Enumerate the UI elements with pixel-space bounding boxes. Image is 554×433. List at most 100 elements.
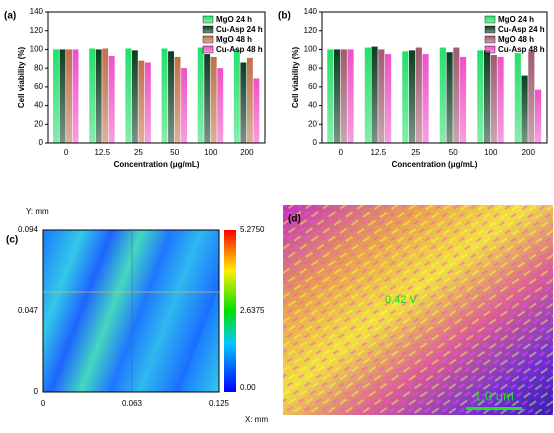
bar: [385, 54, 392, 143]
legend-swatch: [202, 45, 214, 54]
plot-frame: [47, 11, 266, 144]
x-tick-label: 0: [64, 148, 69, 157]
bar: [327, 49, 334, 143]
bar: [217, 68, 224, 143]
y-tick-label: 0: [313, 138, 318, 147]
y-axis-label: Cell viability (%): [17, 46, 26, 108]
bar: [378, 49, 385, 143]
legend-swatch: [484, 15, 496, 24]
bar: [364, 47, 371, 143]
legend-label: Cu-Asp 48 h: [216, 45, 263, 54]
bar: [460, 56, 467, 143]
legend-swatch: [484, 25, 496, 34]
y-tick-label: 60: [34, 82, 43, 91]
y-tick-label: 0.094: [18, 225, 39, 234]
bar: [174, 56, 181, 143]
x-axis-label: Concentration (μg/mL): [114, 160, 200, 169]
bar: [161, 48, 168, 143]
plot-frame: [321, 11, 548, 144]
scale-bar: [466, 407, 522, 410]
bar: [477, 50, 484, 143]
bar: [53, 49, 59, 143]
legend-swatch: [202, 35, 214, 44]
legend-swatch: [202, 15, 214, 24]
bar: [340, 49, 347, 143]
bar: [181, 68, 188, 143]
bar: [535, 89, 542, 143]
y-tick-label: 100: [30, 45, 44, 54]
bar: [197, 47, 204, 143]
x-tick-label: 100: [484, 148, 498, 157]
x-tick-label: 12.5: [370, 148, 386, 157]
micrograph-texture: [283, 205, 553, 415]
colorbar: [224, 230, 236, 392]
panel-label: (d): [288, 214, 301, 225]
image-panel: (d) 0.42 V 1.0 um: [283, 205, 553, 415]
bar: [131, 50, 138, 143]
legend-label: MgO 48 h: [216, 35, 252, 44]
bar: [514, 53, 521, 143]
x-tick-label: 200: [522, 148, 536, 157]
bar: [484, 50, 491, 143]
x-tick-label: 50: [449, 148, 458, 157]
bar: [72, 49, 79, 143]
colorbar-label: 0.00: [240, 383, 256, 392]
panel-label: (c): [6, 235, 18, 246]
annotation: 0.42 V: [385, 294, 417, 306]
y-tick-label: 80: [34, 63, 43, 72]
x-tick-label: 0.063: [122, 399, 143, 408]
y-tick-label: 40: [308, 101, 317, 110]
y-tick-label: 120: [304, 26, 318, 35]
bar: [347, 49, 354, 143]
bar: [253, 78, 260, 143]
bar: [246, 57, 253, 143]
bar: [125, 48, 132, 143]
bar: [168, 51, 174, 143]
legend-label: Cu-Asp 48 h: [498, 45, 545, 54]
colorbar-label: 5.2750: [240, 225, 265, 234]
y-tick-label: 140: [304, 7, 318, 16]
y-label: Y: mm: [26, 207, 49, 216]
bar: [409, 50, 416, 143]
x-tick-label: 25: [411, 148, 420, 157]
map-image: [42, 229, 220, 393]
legend-label: Cu-Asp 24 h: [498, 25, 545, 34]
x-label: X: mm: [245, 415, 268, 424]
bar: [204, 54, 211, 143]
x-tick-label: 100: [204, 148, 218, 157]
x-tick-label: 200: [240, 148, 254, 157]
bar: [240, 62, 247, 143]
bar: [233, 49, 240, 143]
bar: [439, 47, 446, 143]
y-tick-label: 80: [308, 63, 317, 72]
panel-label: (b): [278, 11, 291, 22]
bar: [102, 48, 109, 143]
legend-label: MgO 48 h: [498, 35, 534, 44]
bar: [95, 49, 102, 143]
panel-label: (a): [4, 11, 16, 22]
bar-chart: 0 20 40 60 80 100 120 140 0 12.5 25 50 100 200 Concent…: [4, 7, 266, 169]
legend-label: Cu-Asp 24 h: [216, 25, 263, 34]
scale-label: 1.0 um: [474, 388, 514, 403]
bar: [422, 54, 429, 143]
y-tick-label: 60: [308, 82, 317, 91]
y-tick-label: 120: [30, 26, 44, 35]
legend-label: MgO 24 h: [498, 15, 534, 24]
bar: [89, 48, 96, 143]
x-tick-label: 50: [170, 148, 179, 157]
bar: [402, 51, 409, 143]
bar: [108, 55, 115, 143]
bar: [521, 75, 528, 143]
bar: [144, 62, 151, 143]
x-tick-label: 0.125: [209, 399, 230, 408]
y-tick-label: 0.047: [18, 306, 39, 315]
bar: [371, 46, 378, 143]
map-panel: (c) Y: mm X: mm 0.094 0.047 0 0 0.063 0.…: [6, 207, 268, 424]
bar: [446, 52, 453, 143]
legend-swatch: [484, 45, 496, 54]
bar-chart: 0 20 40 60 80 100 120 140 0 12.5 25 50 100 200 Concent…: [278, 7, 548, 169]
x-tick-label: 0: [41, 399, 46, 408]
x-tick-label: 0: [339, 148, 344, 157]
y-tick-label: 20: [308, 119, 317, 128]
